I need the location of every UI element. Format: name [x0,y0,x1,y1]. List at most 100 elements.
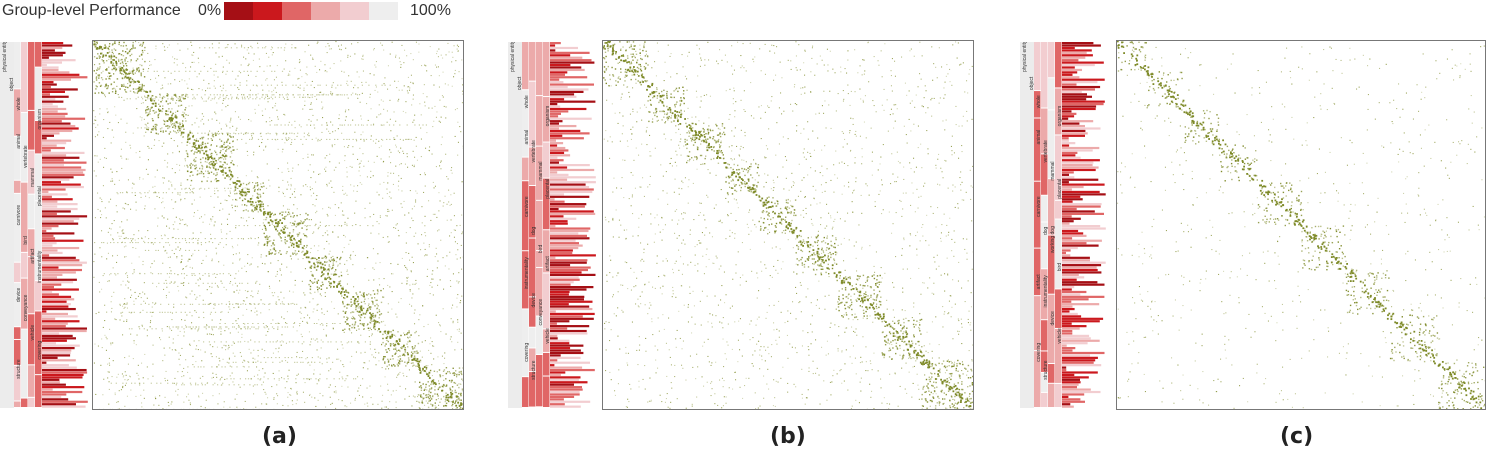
matrix-dot [222,56,223,57]
matrix-dot [112,172,113,173]
matrix-dot [154,145,155,146]
matrix-dot [96,58,97,59]
tree-leaf-bar [42,123,71,125]
matrix-dot [226,95,227,96]
tree-leaf-bar [42,118,85,120]
matrix-dot [129,356,130,357]
matrix-dot [347,57,348,58]
matrix-dot [165,131,166,132]
matrix-dot [214,86,215,87]
matrix-dot [352,120,353,121]
matrix-dot [214,327,215,328]
matrix-dot [175,103,176,104]
matrix-dot [230,119,231,120]
matrix-dot [236,130,237,131]
matrix-dot [430,370,431,371]
matrix-dot [398,235,399,236]
matrix-dot [424,405,425,406]
matrix-dot [357,159,358,160]
matrix-dot [407,280,408,281]
matrix-dot [421,390,422,391]
matrix-dot [415,360,416,361]
matrix-dot [217,274,218,275]
matrix-dot [447,220,448,221]
matrix-dot [329,139,330,140]
matrix-dot [219,210,220,211]
matrix-dot [143,42,144,43]
matrix-dot [172,127,173,128]
tree-leaf-bar [42,379,59,381]
matrix-dot [128,179,129,180]
matrix-dot [322,272,323,273]
matrix-dot [458,282,459,283]
matrix-dot [374,323,376,325]
matrix-dot [114,65,115,66]
matrix-dot [387,211,388,212]
matrix-dot [193,52,194,53]
matrix-dot [395,145,396,146]
matrix-dot [388,341,389,342]
matrix-dot [279,357,280,358]
matrix-dot [245,195,247,197]
matrix-dot [298,78,299,79]
matrix-dot [146,107,147,108]
matrix-dot [169,267,170,268]
matrix-dot [352,93,353,94]
matrix-dot [249,265,250,266]
matrix-dot [149,197,150,198]
matrix-dot [150,109,151,110]
matrix-dot [181,105,182,106]
matrix-dot [386,189,387,190]
matrix-dot [390,359,391,360]
matrix-dot [268,90,269,91]
matrix-dot [141,55,142,56]
matrix-dot [145,97,146,98]
matrix-dot [291,125,292,126]
matrix-dot [292,400,293,401]
matrix-dot [317,383,318,384]
matrix-dot [234,193,235,194]
matrix-dot [354,132,355,133]
matrix-dot [181,319,182,320]
tree-label: device [16,287,22,302]
matrix-dot [326,358,327,359]
matrix-dot [437,371,438,372]
matrix-dot [315,406,316,407]
matrix-dot [285,387,286,388]
matrix-dot [113,55,115,57]
matrix-dot [234,327,235,328]
matrix-dot [198,147,200,149]
matrix-dot [279,232,280,233]
matrix-dot [155,176,156,177]
matrix-dot [299,357,300,358]
matrix-dot [152,103,153,104]
matrix-dot [292,223,293,224]
matrix-dot [333,258,334,259]
matrix-dot [139,293,140,294]
matrix-dot [410,190,411,191]
matrix-dot [111,56,113,58]
tree-leaf-bar [42,349,71,351]
matrix-dot [380,215,381,216]
matrix-dot [128,364,129,365]
matrix-dot [330,397,331,398]
matrix-dot [185,71,186,72]
matrix-dot [209,241,210,242]
matrix-dot [152,95,153,96]
tree-leaf-bar [42,398,68,400]
matrix-dot [142,43,143,44]
matrix-dot [128,287,129,288]
matrix-dot [212,346,213,347]
matrix-dot [369,360,370,361]
matrix-dot [190,167,191,168]
matrix-dot [136,71,137,72]
matrix-dot [285,327,286,328]
matrix-dot [432,380,434,382]
matrix-dot [167,273,168,274]
tree-leaf-bar [42,140,71,142]
matrix-dot [189,242,190,243]
matrix-dot [376,304,377,305]
matrix-dot [247,189,248,190]
matrix-dot [267,239,268,240]
matrix-dot [329,161,330,162]
